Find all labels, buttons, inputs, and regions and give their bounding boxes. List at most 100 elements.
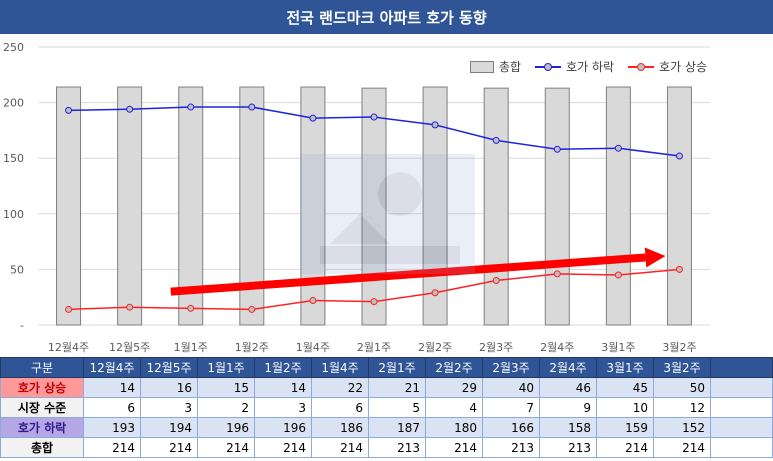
table-cell: 214	[83, 437, 141, 458]
series-rise-point	[614, 271, 622, 279]
bar-total	[361, 87, 387, 326]
table-row-label: 호가 상승	[0, 377, 84, 398]
series-fall-point	[248, 103, 256, 111]
x-tick-label: 1월4주	[296, 341, 330, 354]
legend-label-fall: 호가 하락	[566, 60, 615, 74]
table-cell: 196	[254, 417, 312, 438]
x-tick-label: 3월2주	[662, 341, 696, 354]
x-tick-label: 12월5주	[109, 341, 150, 354]
table-cell: 29	[425, 377, 483, 398]
table-cell: 3	[140, 397, 198, 418]
table-cell: 214	[254, 437, 312, 458]
y-tick-label: 100	[3, 208, 24, 221]
table-cell: 21	[368, 377, 426, 398]
table-header-cell: 2월1주	[368, 357, 426, 378]
trend-arrow-shaft	[170, 253, 646, 296]
table-header-row: 구분 12월4주 12월5주 1월1주 1월2주 1월4주 2월1주 2월2주 2월3주 2월4주…	[0, 357, 773, 378]
bar-total	[300, 86, 326, 326]
series-fall-point	[553, 145, 561, 153]
x-tick-label: 2월2주	[418, 341, 452, 354]
table-cell: 193	[83, 417, 141, 438]
series-fall-point	[614, 144, 622, 152]
legend-item-total: 총합	[470, 58, 521, 75]
table-header-cell: 12월4주	[83, 357, 141, 378]
table-row-label: 총합	[0, 437, 84, 458]
table-cell: 214	[140, 437, 198, 458]
table-cell: 14	[83, 377, 141, 398]
series-fall-point	[492, 136, 500, 144]
bar-total	[544, 87, 570, 326]
table-cell: 6	[311, 397, 369, 418]
table-header-cell: 1월1주	[197, 357, 255, 378]
y-tick-label: 200	[3, 97, 24, 110]
table-cell: 214	[425, 437, 483, 458]
series-rise-point	[65, 305, 73, 313]
table-header-cell: 1월4주	[311, 357, 369, 378]
table-cell: 46	[539, 377, 597, 398]
table-cell: 194	[140, 417, 198, 438]
table-header-cell: 1월2주	[254, 357, 312, 378]
table-row-label: 시장 수준	[0, 397, 84, 418]
table-cell: 10	[596, 397, 654, 418]
series-fall-point	[309, 114, 317, 122]
table-cell: 214	[311, 437, 369, 458]
table-row-spacer	[710, 377, 773, 398]
table-cell: 4	[425, 397, 483, 418]
table-cell: 16	[140, 377, 198, 398]
table-cell: 14	[254, 377, 312, 398]
series-fall-point	[65, 106, 73, 114]
table-row: 총합 214 214 214 214 214 213 214 213 213 214 214	[0, 437, 773, 458]
table-cell: 186	[311, 417, 369, 438]
table-header-cell: 3월2주	[653, 357, 711, 378]
table-row-spacer	[710, 417, 773, 438]
x-tick-label: 2월1주	[357, 341, 391, 354]
table-cell: 196	[197, 417, 255, 438]
table-cell: 40	[482, 377, 540, 398]
series-rise-point	[126, 303, 134, 311]
table-cell: 22	[311, 377, 369, 398]
x-tick-label: 2월4주	[540, 341, 574, 354]
legend-item-rise: 호가 상승	[628, 58, 707, 75]
x-tick-label: 2월3주	[479, 341, 513, 354]
table-row-label: 호가 하락	[0, 417, 84, 438]
series-rise-point	[492, 277, 500, 285]
bar-total	[178, 86, 204, 326]
table-cell: 152	[653, 417, 711, 438]
table-cell: 12	[653, 397, 711, 418]
trend-arrow-head	[644, 247, 666, 268]
table-cell: 6	[83, 397, 141, 418]
table-header-cell: 2월3주	[482, 357, 540, 378]
series-rise-point	[187, 304, 195, 312]
table-cell: 5	[368, 397, 426, 418]
table-cell: 214	[197, 437, 255, 458]
table-row-spacer	[710, 397, 773, 418]
table-cell: 214	[653, 437, 711, 458]
series-fall-point	[431, 121, 439, 129]
legend-swatch-rise	[628, 62, 655, 72]
bar-total	[605, 86, 631, 326]
legend-label-rise: 호가 상승	[659, 60, 708, 74]
table-cell: 158	[539, 417, 597, 438]
table-cell: 3	[254, 397, 312, 418]
table-cell: 50	[653, 377, 711, 398]
series-rise-point	[248, 305, 256, 313]
y-tick-label: 150	[3, 152, 24, 165]
legend-item-fall: 호가 하락	[535, 58, 614, 75]
chart-title: 전국 랜드마크 아파트 호가 동향	[0, 0, 773, 34]
table-cell: 213	[368, 437, 426, 458]
series-rise-point	[309, 297, 317, 305]
series-rise-point	[553, 270, 561, 278]
bar-total	[56, 86, 82, 326]
series-fall-point	[187, 103, 195, 111]
table-cell: 2	[197, 397, 255, 418]
table-row-spacer	[710, 437, 773, 458]
y-tick-label: 250	[3, 41, 24, 54]
table-cell: 45	[596, 377, 654, 398]
series-fall-point	[126, 105, 134, 113]
table-cell: 187	[368, 417, 426, 438]
series-rise-point	[431, 289, 439, 297]
table-cell: 180	[425, 417, 483, 438]
table-row: 호가 상승 14 16 15 14 22 21 29 40 46 45 50	[0, 377, 773, 398]
chart-legend: 총합 호가 하락 호가 상승	[470, 58, 707, 75]
